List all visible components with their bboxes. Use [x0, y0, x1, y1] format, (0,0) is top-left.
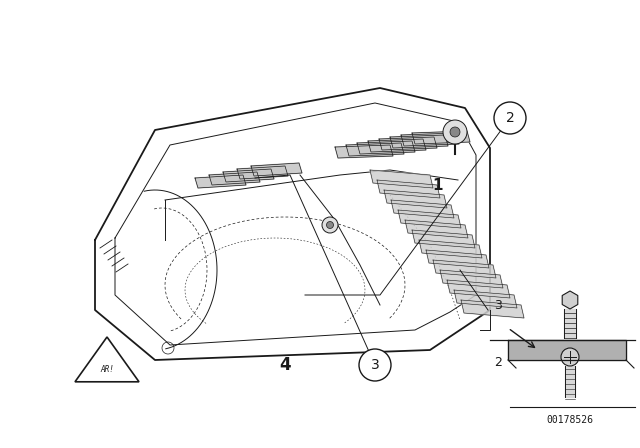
Polygon shape: [251, 163, 302, 176]
Circle shape: [494, 102, 526, 134]
Polygon shape: [370, 170, 433, 188]
Polygon shape: [440, 270, 503, 288]
Polygon shape: [357, 141, 415, 154]
Polygon shape: [447, 280, 510, 298]
Polygon shape: [419, 240, 482, 258]
Circle shape: [450, 127, 460, 137]
Polygon shape: [379, 137, 437, 150]
Polygon shape: [562, 291, 578, 309]
Polygon shape: [384, 190, 447, 208]
Polygon shape: [461, 300, 524, 318]
Circle shape: [359, 349, 391, 381]
Circle shape: [561, 348, 579, 366]
Text: 3: 3: [494, 298, 502, 311]
Circle shape: [326, 221, 333, 228]
Polygon shape: [426, 250, 489, 268]
Polygon shape: [223, 169, 274, 182]
Polygon shape: [346, 143, 404, 156]
Text: 00178526: 00178526: [547, 415, 593, 425]
Circle shape: [443, 120, 467, 144]
Polygon shape: [209, 172, 260, 185]
Text: 3: 3: [371, 358, 380, 372]
Polygon shape: [564, 309, 576, 338]
Polygon shape: [405, 220, 468, 238]
Text: 1: 1: [433, 177, 444, 193]
Text: 2: 2: [506, 111, 515, 125]
Polygon shape: [377, 180, 440, 198]
Polygon shape: [454, 290, 517, 308]
Text: 2: 2: [494, 356, 502, 369]
Polygon shape: [565, 366, 575, 397]
FancyArrowPatch shape: [510, 330, 534, 348]
Polygon shape: [398, 210, 461, 228]
Text: AR!: AR!: [100, 365, 114, 374]
Circle shape: [322, 217, 338, 233]
Polygon shape: [390, 135, 448, 148]
Polygon shape: [335, 145, 393, 158]
Polygon shape: [195, 175, 246, 188]
Polygon shape: [508, 340, 626, 360]
Polygon shape: [433, 260, 496, 278]
Text: 4: 4: [279, 356, 291, 374]
Polygon shape: [401, 133, 459, 146]
Polygon shape: [412, 131, 470, 144]
Polygon shape: [412, 230, 475, 248]
Polygon shape: [391, 200, 454, 218]
Polygon shape: [237, 166, 288, 179]
Polygon shape: [368, 139, 426, 152]
